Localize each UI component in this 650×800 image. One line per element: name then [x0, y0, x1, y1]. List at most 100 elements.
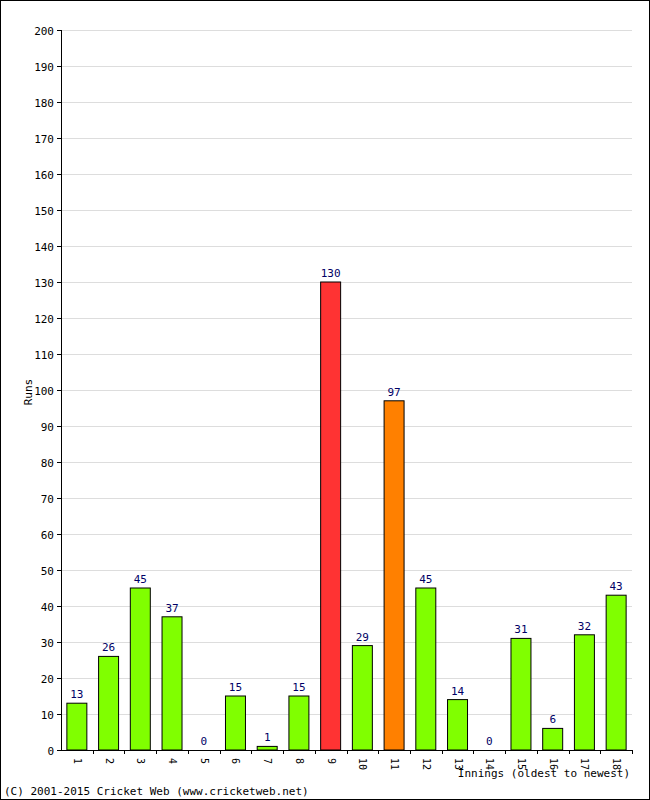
bar [194, 750, 214, 751]
y-tick-label: 200 [34, 25, 54, 38]
y-tick-label: 170 [34, 133, 54, 146]
y-tick [57, 174, 61, 175]
y-tick [57, 210, 61, 211]
y-tick-label: 120 [34, 313, 54, 326]
grid-line [61, 174, 632, 175]
x-tick-label: 7 [262, 758, 273, 764]
data-label: 45 [419, 573, 432, 586]
data-label: 0 [200, 735, 207, 748]
data-label: 15 [292, 681, 305, 694]
y-tick-label: 180 [34, 97, 54, 110]
y-tick [57, 138, 61, 139]
x-tick [283, 750, 284, 754]
grid-line [61, 66, 632, 67]
y-tick [57, 570, 61, 571]
bar [574, 635, 594, 750]
grid-line [61, 426, 632, 427]
grid-line [61, 750, 632, 751]
data-label: 130 [321, 267, 341, 280]
y-tick [57, 102, 61, 103]
x-tick [378, 750, 379, 754]
y-tick-label: 150 [34, 205, 54, 218]
y-tick-label: 20 [41, 673, 54, 686]
y-tick [57, 606, 61, 607]
x-axis-label: Innings (oldest to newest) [458, 767, 630, 780]
y-tick-label: 90 [41, 421, 54, 434]
bar [257, 746, 277, 750]
bar [67, 703, 87, 750]
x-tick-label: 11 [389, 758, 400, 770]
grid-line [61, 462, 632, 463]
y-tick-label: 60 [41, 529, 54, 542]
y-tick-label: 40 [41, 601, 54, 614]
grid-line [61, 354, 632, 355]
copyright: (C) 2001-2015 Cricket Web (www.cricketwe… [4, 785, 309, 798]
grid-line [61, 246, 632, 247]
x-tick [505, 750, 506, 754]
x-tick-label: 2 [104, 758, 115, 764]
y-tick-label: 100 [34, 385, 54, 398]
x-tick-label: 10 [357, 758, 368, 770]
x-tick-label: 1 [72, 758, 83, 764]
x-tick [632, 750, 633, 754]
y-tick [57, 498, 61, 499]
bar [511, 638, 531, 750]
data-label: 43 [610, 580, 623, 593]
y-tick-label: 110 [34, 349, 54, 362]
grid-line [61, 102, 632, 103]
chart: 0102030405060708090100110120130140150160… [0, 0, 650, 800]
y-tick-label: 140 [34, 241, 54, 254]
y-tick [57, 642, 61, 643]
x-tick-label: 3 [135, 758, 146, 764]
y-tick [57, 30, 61, 31]
x-tick [537, 750, 538, 754]
x-tick [156, 750, 157, 754]
y-axis-label: Runs [22, 379, 35, 406]
y-tick [57, 66, 61, 67]
frame [1, 1, 650, 800]
y-tick [57, 462, 61, 463]
data-label: 32 [578, 620, 591, 633]
data-label: 97 [387, 386, 400, 399]
x-tick [315, 750, 316, 754]
data-label: 31 [514, 623, 527, 636]
bar [225, 696, 245, 750]
data-label: 37 [165, 602, 178, 615]
y-tick [57, 282, 61, 283]
data-label: 14 [451, 685, 465, 698]
x-tick [347, 750, 348, 754]
y-tick-label: 10 [41, 709, 54, 722]
grid-line [61, 534, 632, 535]
grid-line [61, 210, 632, 211]
bar [99, 656, 119, 750]
data-label: 15 [229, 681, 242, 694]
y-tick-label: 130 [34, 277, 54, 290]
y-tick-label: 50 [41, 565, 54, 578]
bar [352, 646, 372, 750]
bars [67, 282, 626, 750]
grid-line [61, 318, 632, 319]
x-tick-label: 6 [230, 758, 241, 764]
grid-line [61, 570, 632, 571]
bar [448, 700, 468, 750]
x-tick-label: 9 [326, 758, 337, 764]
y-tick-label: 70 [41, 493, 54, 506]
y-tick [57, 246, 61, 247]
y-tick [57, 678, 61, 679]
bar [289, 696, 309, 750]
y-tick-label: 160 [34, 169, 54, 182]
y-tick [57, 714, 61, 715]
bar [543, 728, 563, 750]
y-tick [57, 750, 61, 751]
data-label: 26 [102, 641, 115, 654]
x-tick [569, 750, 570, 754]
data-label: 45 [134, 573, 147, 586]
x-tick [124, 750, 125, 754]
grid-line [61, 390, 632, 391]
y-tick [57, 534, 61, 535]
bar [162, 617, 182, 750]
x-tick [473, 750, 474, 754]
x-tick [188, 750, 189, 754]
data-label: 29 [356, 631, 369, 644]
x-tick-label: 5 [199, 758, 210, 764]
